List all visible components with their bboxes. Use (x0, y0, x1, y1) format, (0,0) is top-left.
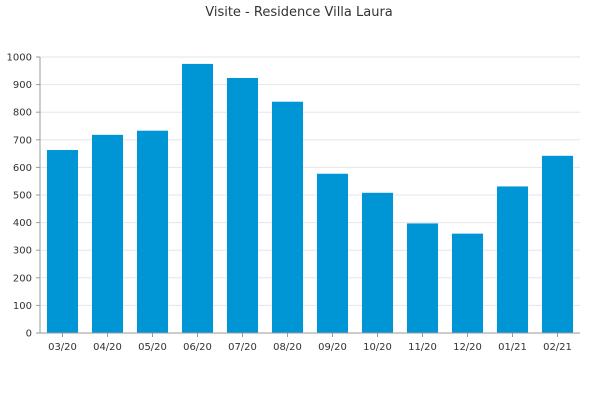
bar-02-21 (541, 155, 574, 333)
y-tick-label: 600 (13, 163, 32, 174)
bar-11-20 (406, 223, 439, 333)
y-tick-label: 100 (13, 301, 32, 312)
y-tick-label: 200 (13, 273, 32, 284)
x-tick-label: 06/20 (183, 342, 212, 353)
y-axis-tick-labels: 0 100 200 300 400 500 600 700 800 900 1000 (7, 53, 32, 340)
bar-03-20 (46, 150, 79, 333)
bar-10-20 (361, 192, 394, 333)
x-tick-label: 07/20 (228, 342, 257, 353)
x-tick-label: 11/20 (408, 342, 437, 353)
bar-12-20 (451, 233, 484, 333)
x-axis-tick-labels: 03/20 04/20 05/20 06/20 07/20 08/20 09/20 10/20… (48, 342, 572, 353)
x-tick-label: 08/20 (273, 342, 302, 353)
y-tick-label: 800 (13, 108, 32, 119)
y-tick-label: 500 (13, 191, 32, 202)
y-tick-label: 0 (26, 329, 32, 340)
x-tick-label: 12/20 (453, 342, 482, 353)
bar-06-20 (181, 63, 214, 334)
bar-07-20 (226, 77, 259, 333)
grid-lines (40, 56, 580, 306)
axes (36, 56, 580, 337)
x-tick-label: 03/20 (48, 342, 77, 353)
x-tick-label: 02/21 (543, 342, 572, 353)
x-tick-label: 09/20 (318, 342, 347, 353)
x-tick-label: 05/20 (138, 342, 167, 353)
bar-04-20 (91, 134, 124, 333)
bar-08-20 (271, 101, 304, 333)
y-tick-label: 900 (13, 80, 32, 91)
x-tick-label: 04/20 (93, 342, 122, 353)
chart-title: Visite - Residence Villa Laura (205, 5, 393, 20)
bar-series (46, 63, 574, 334)
y-tick-label: 300 (13, 246, 32, 257)
y-tick-label: 700 (13, 135, 32, 146)
bar-05-20 (136, 130, 169, 333)
bar-09-20 (316, 173, 349, 333)
bar-01-21 (496, 186, 529, 333)
x-tick-label: 10/20 (363, 342, 392, 353)
y-tick-label: 1000 (7, 53, 32, 64)
y-tick-label: 400 (13, 218, 32, 229)
x-tick-label: 01/21 (498, 342, 527, 353)
